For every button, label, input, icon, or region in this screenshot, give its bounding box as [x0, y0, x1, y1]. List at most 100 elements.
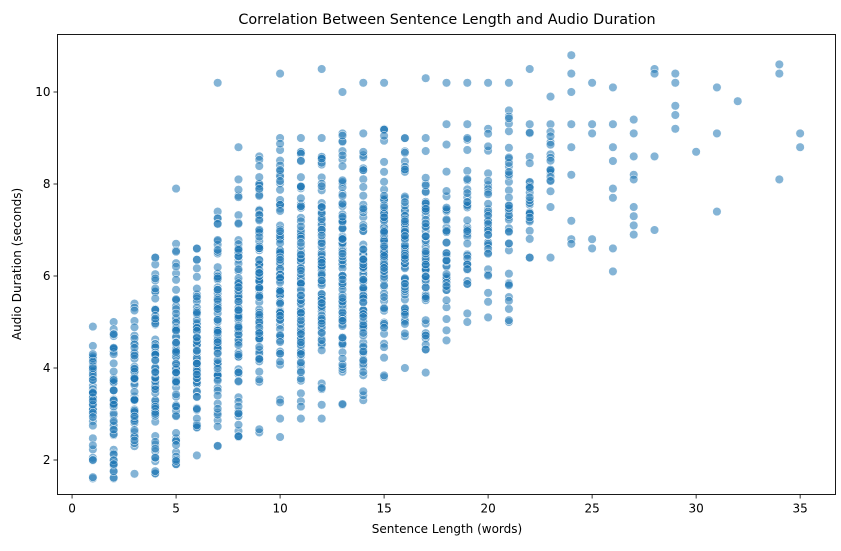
data-point	[545, 131, 556, 141]
data-point	[88, 322, 98, 332]
data-point	[150, 284, 160, 294]
data-point	[296, 238, 306, 248]
data-point	[358, 191, 368, 201]
data-point	[421, 344, 431, 354]
data-point	[441, 255, 452, 266]
data-point	[483, 176, 493, 186]
data-point	[462, 226, 472, 236]
data-point	[275, 255, 285, 265]
data-point	[275, 311, 285, 321]
data-point	[275, 349, 285, 359]
data-point	[379, 78, 389, 88]
data-point	[254, 424, 264, 434]
data-point	[129, 435, 140, 445]
data-point	[296, 250, 306, 260]
data-point	[275, 299, 285, 309]
data-point	[233, 431, 244, 441]
data-point	[192, 292, 202, 302]
data-point	[317, 328, 327, 338]
data-point	[629, 220, 639, 230]
data-point	[296, 181, 306, 192]
data-point	[296, 221, 306, 231]
data-point	[171, 285, 181, 295]
data-point	[545, 253, 556, 263]
data-point	[171, 401, 181, 412]
x-tick-label: 10	[272, 502, 287, 516]
x-tick-label: 5	[172, 502, 180, 516]
data-point	[441, 281, 452, 291]
data-point	[358, 283, 368, 293]
data-point	[296, 329, 306, 339]
data-point	[608, 184, 618, 194]
data-point	[504, 280, 514, 290]
data-point	[88, 421, 98, 431]
data-point	[504, 304, 514, 314]
data-point	[150, 314, 160, 324]
data-point	[109, 416, 119, 426]
data-point	[296, 388, 306, 398]
data-point	[150, 402, 160, 412]
data-point	[171, 428, 181, 438]
data-point	[358, 356, 368, 366]
data-point	[192, 332, 202, 342]
data-point	[400, 310, 410, 320]
data-point	[379, 304, 389, 314]
data-point	[233, 210, 244, 220]
data-point	[483, 249, 493, 259]
data-point	[421, 133, 431, 143]
data-point	[233, 376, 244, 387]
data-point	[649, 151, 660, 161]
data-point	[441, 119, 452, 129]
data-point	[317, 383, 327, 393]
data-point	[275, 273, 285, 283]
data-point	[109, 400, 119, 410]
x-tick-label: 20	[480, 502, 495, 516]
data-point	[129, 364, 140, 374]
data-point	[129, 387, 140, 397]
data-point	[317, 318, 327, 328]
data-point	[400, 328, 410, 339]
data-point	[275, 139, 285, 149]
data-point	[421, 282, 431, 292]
data-point	[649, 69, 660, 79]
data-point	[545, 156, 556, 166]
data-point	[358, 165, 368, 175]
data-point	[629, 151, 639, 161]
data-point	[254, 225, 264, 235]
data-point	[88, 412, 98, 422]
data-point	[213, 235, 223, 245]
data-point	[587, 119, 597, 129]
data-point	[462, 264, 472, 274]
data-point	[275, 226, 285, 236]
data-point	[213, 315, 223, 325]
data-point	[608, 243, 618, 253]
data-point	[150, 293, 160, 304]
data-point	[213, 78, 223, 88]
data-point	[566, 216, 576, 226]
data-point	[629, 230, 639, 240]
data-point	[629, 128, 639, 138]
data-point	[296, 201, 306, 211]
data-point	[608, 156, 618, 166]
data-point	[670, 110, 680, 120]
data-point	[88, 363, 98, 373]
data-point	[233, 264, 244, 274]
data-point	[233, 219, 244, 229]
data-point	[400, 216, 410, 226]
data-point	[421, 73, 431, 83]
data-point	[337, 175, 348, 185]
data-point	[379, 157, 389, 167]
data-point	[566, 119, 576, 129]
data-point	[566, 69, 576, 79]
data-point	[379, 191, 389, 201]
data-point	[213, 421, 223, 432]
data-point	[296, 156, 306, 166]
y-tick-label: 2	[43, 453, 51, 467]
data-point	[337, 161, 348, 171]
data-point	[233, 350, 244, 360]
data-point	[483, 230, 493, 240]
data-point	[233, 305, 244, 315]
data-point	[358, 367, 368, 377]
data-point	[504, 126, 514, 136]
data-point	[192, 404, 202, 414]
